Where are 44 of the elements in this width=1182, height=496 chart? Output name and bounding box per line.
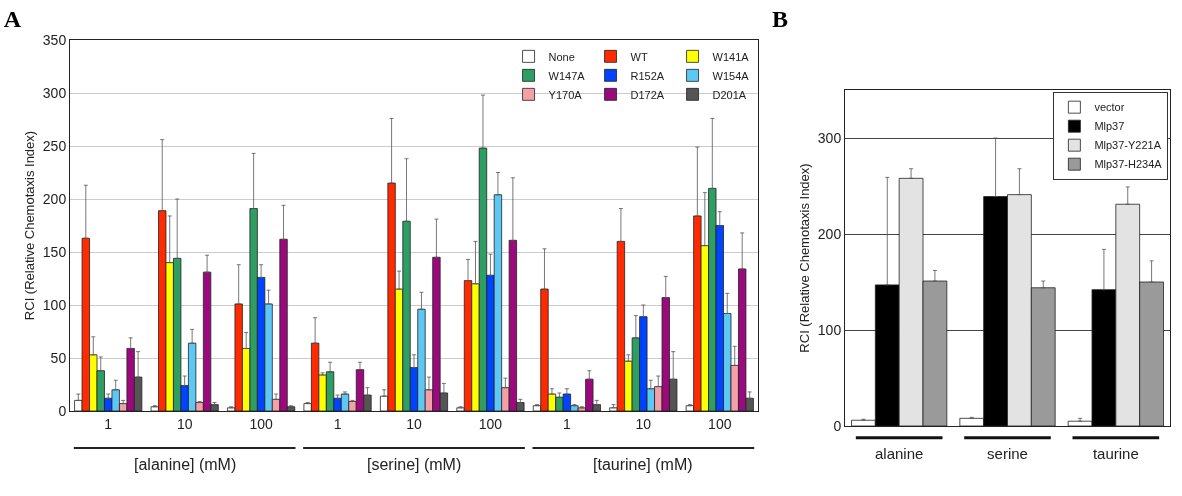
text: [taurine] (mM) (593, 456, 693, 473)
y-axis-title: RCI (Relative Chemotaxis Index) (797, 163, 812, 353)
y-tick-label: 200 (42, 190, 67, 207)
legend-label: W141A (712, 50, 750, 63)
legend-label: Mlp37 (1094, 120, 1125, 133)
y-tick-label: 350 (42, 31, 67, 48)
x-tick-label: 100 (708, 415, 732, 432)
legend-label: W154A (712, 69, 750, 82)
legend-label: WT (630, 50, 648, 63)
x-tick-label: taurine (1092, 445, 1139, 462)
text: [alanine] (mM) (134, 456, 237, 473)
x-tick-label: 10 (176, 415, 193, 432)
y-tick-label: 0 (58, 402, 67, 419)
y-tick-label: 50 (50, 349, 67, 366)
legend-label: D201A (712, 88, 747, 101)
y-axis-title: RCI (Relative Chemotaxis Index) (22, 130, 37, 321)
x-tick-label: 1 (104, 415, 113, 432)
x-tick-label: 10 (635, 415, 652, 432)
y-tick-label: 300 (42, 84, 67, 101)
legend-label: Y170A (548, 88, 583, 101)
chart-title: B (772, 5, 789, 32)
y-tick-label: 250 (42, 137, 67, 154)
legend-label: None (548, 50, 575, 63)
x-tick-label: alanine (874, 445, 924, 462)
legend-label: Mlp37-H234A (1094, 158, 1163, 171)
y-tick-label: 100 (42, 296, 67, 313)
chart-title: A (3, 5, 22, 32)
x-tick-label: serine (987, 445, 1028, 462)
legend-label: D172A (630, 88, 665, 101)
legend-label: R152A (630, 69, 665, 82)
legend-label: vector (1094, 101, 1125, 114)
legend-label: W147A (548, 69, 586, 82)
y-tick-label: 200 (817, 225, 842, 242)
x-tick-label: 100 (478, 415, 503, 432)
x-tick-label: 1 (333, 415, 342, 432)
x-tick-label: 100 (249, 415, 273, 432)
x-tick-label: 1 (562, 415, 571, 432)
y-tick-label: 0 (833, 417, 842, 434)
y-tick-label: 300 (817, 129, 842, 146)
y-tick-label: 150 (42, 243, 67, 260)
legend-label: Mlp37-Y221A (1094, 139, 1162, 152)
y-tick-label: 100 (817, 321, 842, 338)
x-tick-label: 10 (406, 415, 422, 432)
text: [serine] (mM) (367, 456, 462, 473)
